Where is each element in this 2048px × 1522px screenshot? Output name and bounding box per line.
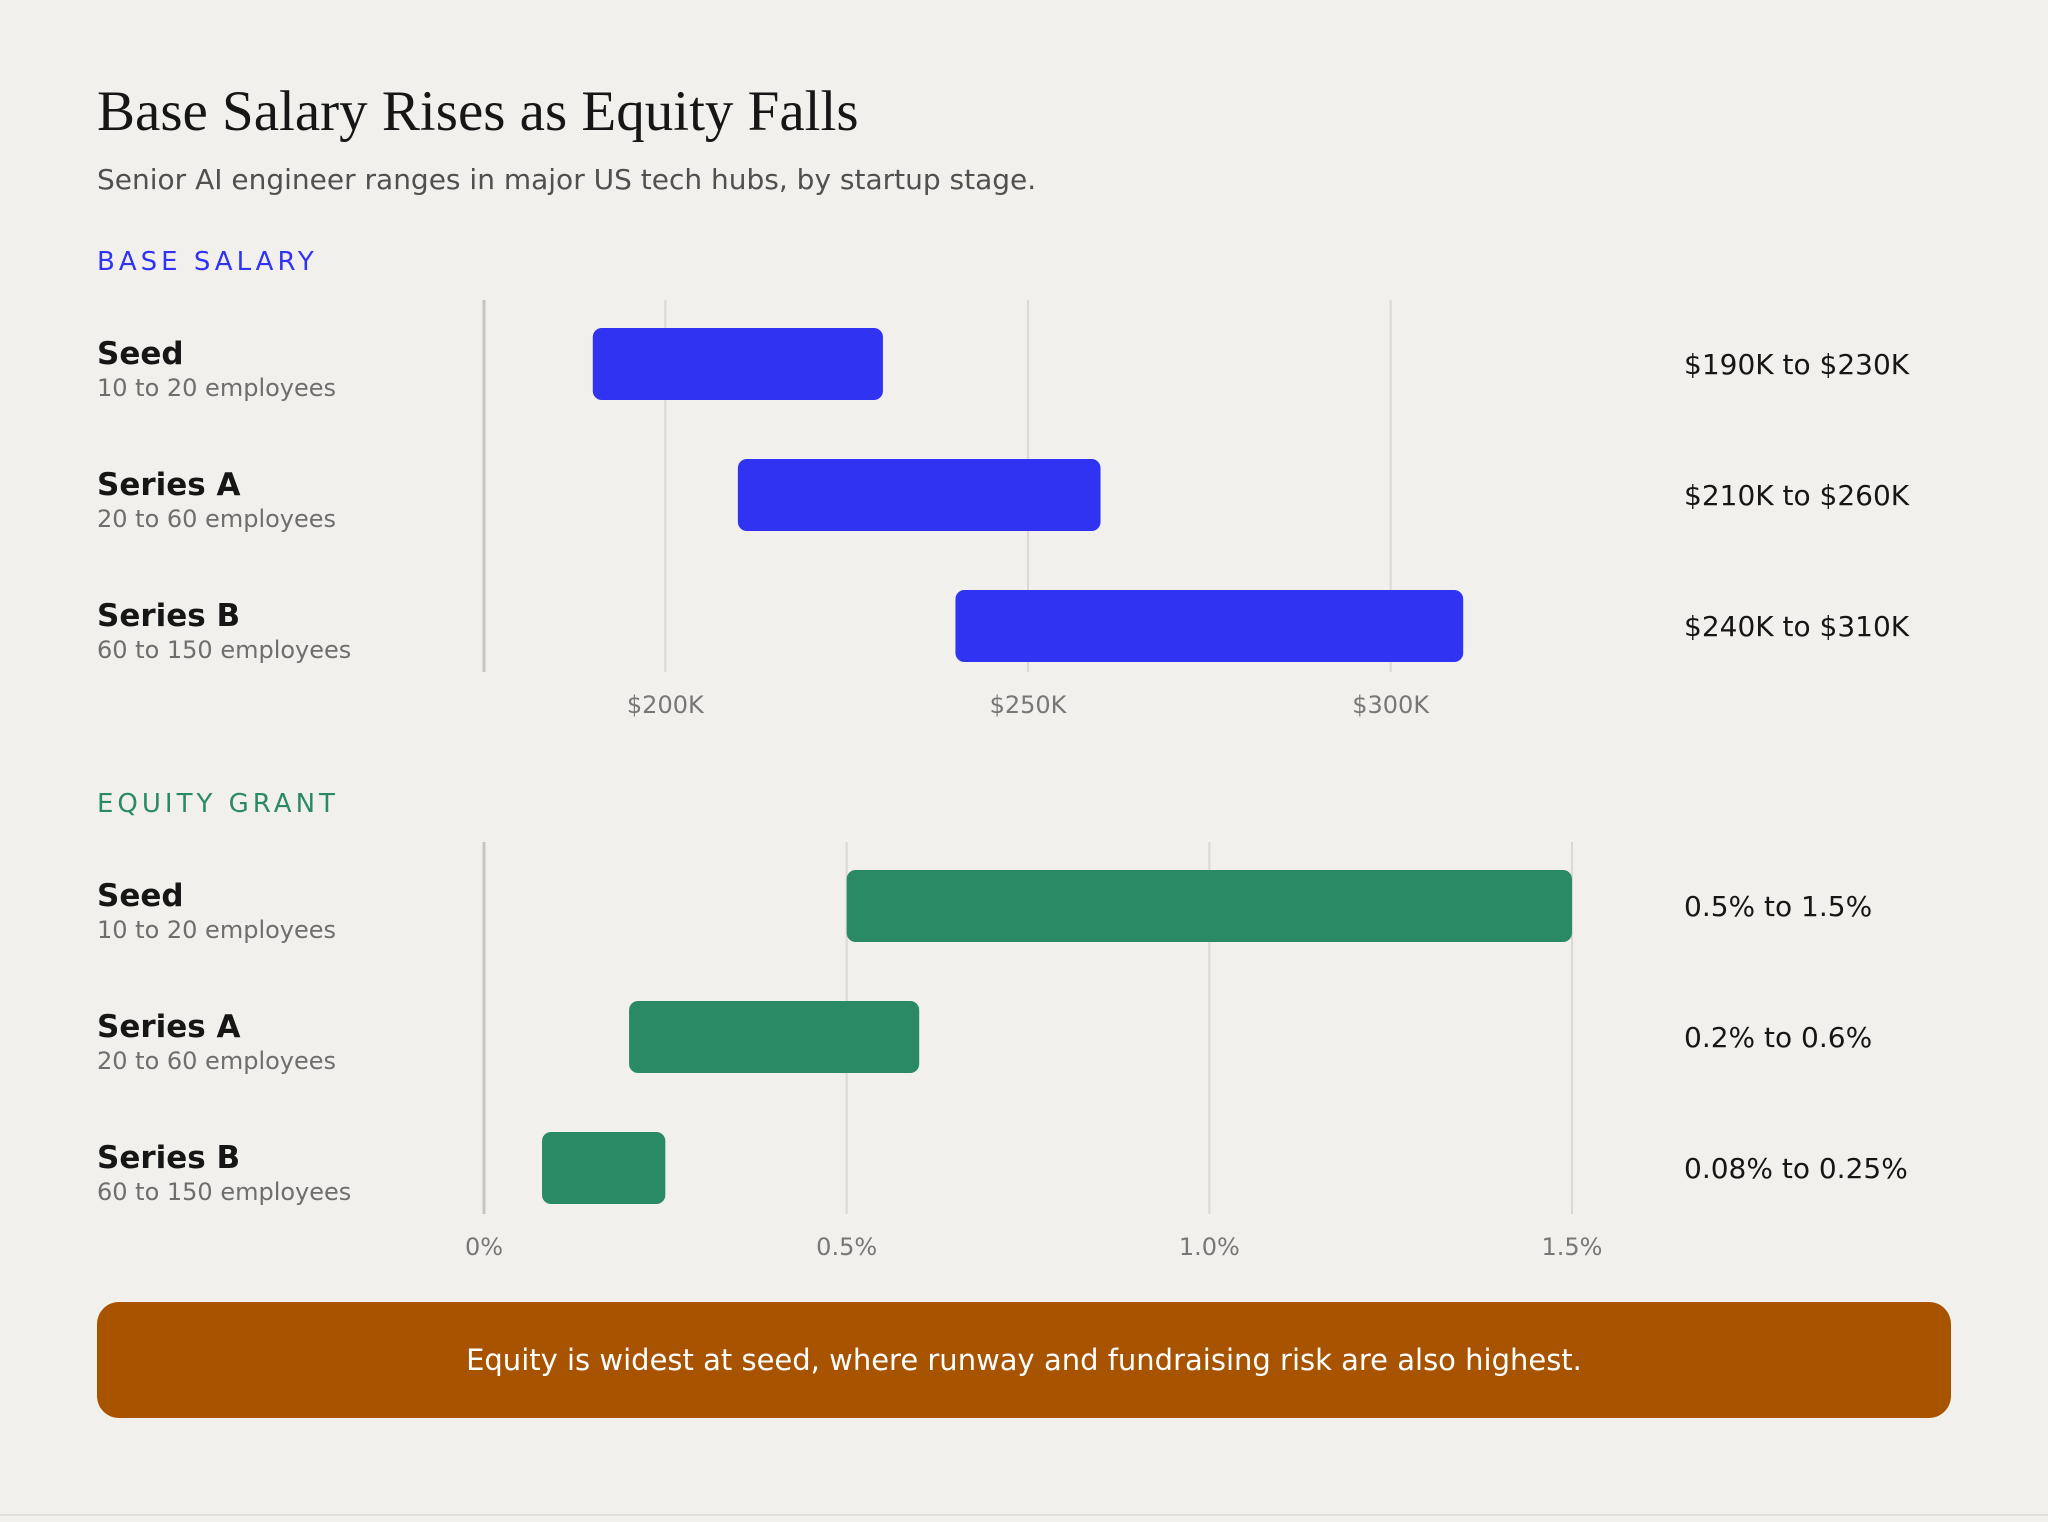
salary-range-label: $240K to $310K	[1684, 610, 1910, 643]
callout-text: Equity is widest at seed, where runway a…	[466, 1343, 1582, 1377]
salary-tick-label: $250K	[990, 691, 1068, 719]
callout-banner: Equity is widest at seed, where runway a…	[97, 1302, 1951, 1418]
chart-subtitle: Senior AI engineer ranges in major US te…	[97, 163, 1037, 196]
equity-row-subtitle: 60 to 150 employees	[97, 1178, 351, 1206]
equity-range-label: 0.2% to 0.6%	[1684, 1021, 1872, 1054]
bottom-divider	[0, 1514, 2048, 1516]
salary-bar	[737, 459, 1101, 531]
salary-bar	[955, 590, 1464, 662]
equity-bar	[629, 1001, 920, 1073]
equity-row-name: Series B	[97, 1140, 240, 1176]
salary-row-subtitle: 20 to 60 employees	[97, 505, 336, 533]
equity-row-subtitle: 20 to 60 employees	[97, 1047, 336, 1075]
salary-section-label: BASE SALARY	[97, 247, 318, 277]
equity-tick-label: 0.5%	[816, 1233, 877, 1261]
salary-row-name: Series B	[97, 598, 240, 634]
equity-bar	[846, 870, 1572, 942]
chart-title: Base Salary Rises as Equity Falls	[97, 80, 859, 143]
salary-row-subtitle: 60 to 150 employees	[97, 636, 351, 664]
equity-section-label: EQUITY GRANT	[97, 789, 339, 819]
equity-tick-label: 0%	[465, 1233, 503, 1261]
equity-row-name: Seed	[97, 878, 184, 914]
salary-range-label: $210K to $260K	[1684, 479, 1910, 512]
equity-tick-label: 1.0%	[1179, 1233, 1240, 1261]
equity-bar	[542, 1132, 666, 1204]
salary-row-name: Seed	[97, 336, 184, 372]
salary-row-subtitle: 10 to 20 employees	[97, 374, 336, 402]
equity-row-name: Series A	[97, 1009, 241, 1045]
equity-range-label: 0.08% to 0.25%	[1684, 1152, 1908, 1185]
equity-row-subtitle: 10 to 20 employees	[97, 916, 336, 944]
salary-bar	[592, 328, 883, 400]
salary-range-label: $190K to $230K	[1684, 348, 1910, 381]
equity-tick-label: 1.5%	[1542, 1233, 1603, 1261]
equity-range-label: 0.5% to 1.5%	[1684, 890, 1872, 923]
salary-tick-label: $300K	[1352, 691, 1430, 719]
salary-tick-label: $200K	[627, 691, 705, 719]
salary-row-name: Series A	[97, 467, 241, 503]
